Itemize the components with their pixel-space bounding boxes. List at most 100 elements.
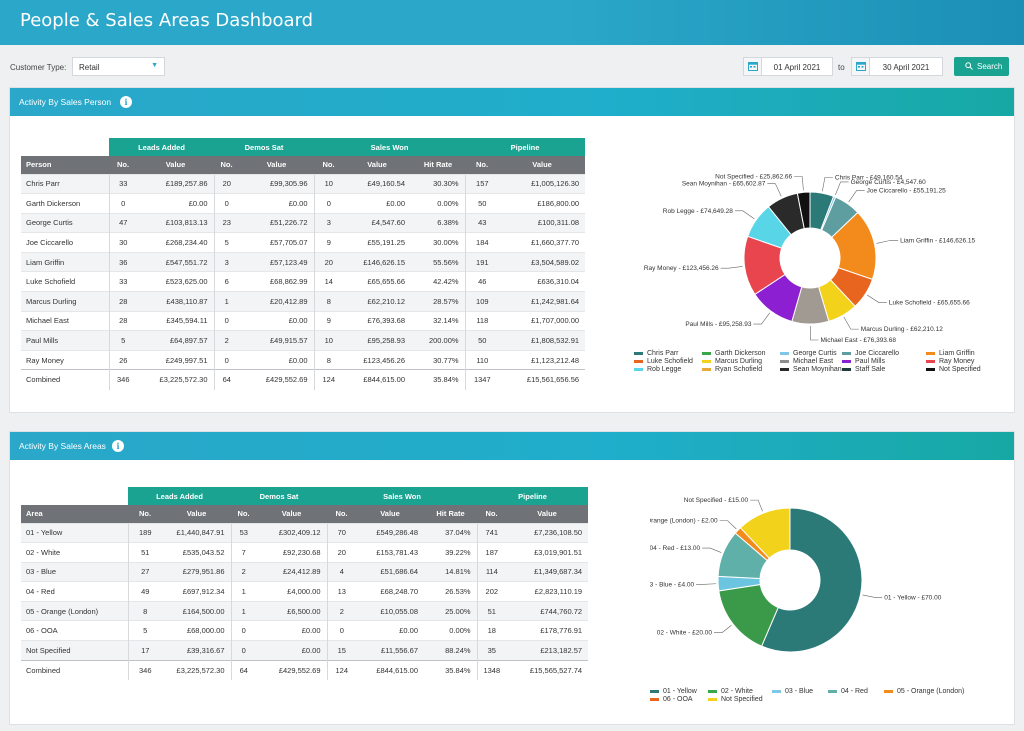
column-header[interactable]: Value: [239, 156, 315, 174]
legend-swatch: [884, 690, 893, 693]
column-header[interactable]: Value: [137, 156, 215, 174]
legend-item[interactable]: 06 - OOA: [650, 696, 708, 703]
table-row[interactable]: 02 - White 51 £535,043.52 7 £92,230.68 20 £153…: [21, 542, 589, 563]
column-header[interactable]: Value: [506, 505, 589, 523]
legend-item[interactable]: Garth Dickerson: [702, 350, 780, 357]
legend-item[interactable]: 05 - Orange (London): [884, 688, 964, 695]
table-cell: £4,547.60: [343, 212, 412, 233]
column-header[interactable]: Value: [343, 156, 412, 174]
table-row[interactable]: Michael East 28 £345,594.11 0 £0.00 9 £76,393.…: [21, 310, 586, 331]
legend-swatch: [780, 368, 789, 371]
group-sales-won: Sales Won: [314, 138, 466, 156]
table-cell: 7: [230, 542, 257, 563]
column-header[interactable]: Value: [162, 505, 232, 523]
table-row[interactable]: 06 - OOA 5 £68,000.00 0 £0.00 0 £0.00 0.00% 18 £1…: [21, 620, 589, 641]
table-cell: 37.04%: [424, 522, 478, 543]
legend-item[interactable]: Paul Mills: [842, 358, 926, 365]
table-row[interactable]: Joe Ciccarello 30 £268,234.40 5 £57,705.07 9 £…: [21, 232, 586, 253]
table-row[interactable]: Paul Mills 5 £64,897.57 2 £49,915.57 10 £95,25…: [21, 330, 586, 351]
column-header[interactable]: No.: [327, 505, 357, 523]
table-cell: 49: [127, 581, 162, 602]
table-row[interactable]: Luke Schofield 33 £523,625.00 6 £68,862.99 14…: [21, 271, 586, 292]
column-header[interactable]: No.: [314, 156, 344, 174]
date-from-field[interactable]: 01 April 2021: [743, 57, 833, 76]
legend-item[interactable]: Liam Griffin: [926, 350, 986, 357]
table-row[interactable]: 01 - Yellow 189 £1,440,847.91 53 £302,409.12…: [21, 522, 589, 543]
legend-label: Not Specified: [939, 366, 981, 373]
column-header[interactable]: Person: [21, 156, 109, 174]
info-icon[interactable]: i: [120, 96, 132, 108]
legend-item[interactable]: 01 - Yellow: [650, 688, 708, 695]
table-cell: £2,823,110.19: [506, 581, 589, 602]
table-row[interactable]: Liam Griffin 36 £547,551.72 3 £57,123.49 20 £1…: [21, 251, 586, 272]
table-cell: £0.00: [256, 620, 328, 641]
column-header[interactable]: No.: [477, 505, 507, 523]
legend-item[interactable]: 04 - Red: [828, 688, 884, 695]
calendar-icon[interactable]: [744, 58, 762, 75]
table-row[interactable]: Marcus Durling 28 £438,110.87 1 £20,412.89 8 £…: [21, 291, 586, 312]
table-row[interactable]: 04 - Red 49 £697,912.34 1 £4,000.00 13 £68,248…: [21, 581, 589, 602]
search-button[interactable]: Search: [954, 57, 1009, 76]
column-header[interactable]: Area: [21, 505, 128, 523]
legend-item[interactable]: Not Specified: [926, 366, 986, 373]
column-header[interactable]: Hit Rate: [411, 156, 466, 174]
table-row[interactable]: George Curtis 47 £103,813.13 23 £51,226.72 3 £…: [21, 212, 586, 233]
table-cell: 39.22%: [424, 542, 478, 563]
table-row[interactable]: Ray Money 26 £249,997.51 0 £0.00 8 £123,456.26…: [21, 349, 586, 370]
donut-slice[interactable]: [760, 507, 863, 653]
legend-swatch: [780, 360, 789, 363]
table-row[interactable]: 03 - Blue 27 £279,951.86 2 £24,412.89 4 £51,68…: [21, 561, 589, 582]
slice-label: Michael East - £76,393.68: [820, 337, 896, 344]
column-header[interactable]: Value: [356, 505, 425, 523]
table-cell: 23: [213, 212, 240, 233]
column-header[interactable]: Value: [499, 156, 586, 174]
legend-swatch: [926, 368, 935, 371]
column-header[interactable]: No.: [231, 505, 257, 523]
table-cell: 20: [313, 251, 344, 272]
label-leader-line: [696, 583, 717, 585]
table-row[interactable]: Not Specified 17 £39,316.67 0 £0.00 15 £11,556…: [21, 640, 589, 661]
legend-item[interactable]: Marcus Durling: [702, 358, 780, 365]
total-row: Combined 346 £3,225,572.30 64 £429,552.69 124…: [21, 369, 586, 390]
legend-item[interactable]: Chris Parr: [634, 350, 702, 357]
table-cell: 3: [213, 251, 240, 272]
legend-item[interactable]: Michael East: [780, 358, 842, 365]
column-header[interactable]: No.: [128, 505, 162, 523]
legend-item[interactable]: Joe Ciccarello: [842, 350, 926, 357]
customer-type-select[interactable]: Retail ▼: [72, 57, 165, 76]
legend-item[interactable]: 02 - White: [708, 688, 772, 695]
legend-item[interactable]: Rob Legge: [634, 366, 702, 373]
legend-item[interactable]: Sean Moynihan: [780, 366, 842, 373]
table-cell: 1: [213, 291, 240, 312]
column-header[interactable]: No.: [109, 156, 137, 174]
legend-item[interactable]: Ray Money: [926, 358, 986, 365]
legend-item[interactable]: Not Specified: [708, 696, 772, 703]
legend-item[interactable]: Luke Schofield: [634, 358, 702, 365]
legend-item[interactable]: 03 - Blue: [772, 688, 828, 695]
column-header[interactable]: Value: [256, 505, 328, 523]
label-leader-line: [848, 190, 865, 203]
row-label: Not Specified: [21, 640, 128, 661]
legend-item[interactable]: Staff Sale: [842, 366, 926, 373]
table-cell: £0.00: [343, 193, 412, 214]
info-icon[interactable]: i: [112, 440, 124, 452]
calendar-icon[interactable]: [852, 58, 870, 75]
donut-slice[interactable]: [796, 191, 811, 230]
column-header[interactable]: Hit Rate: [424, 505, 478, 523]
table-cell: £0.00: [239, 310, 315, 331]
column-header[interactable]: No.: [465, 156, 500, 174]
table-cell: £0.00: [356, 620, 425, 641]
table-row[interactable]: Chris Parr 33 £189,257.86 20 £99,305.96 10 £49…: [21, 173, 586, 194]
donut-slice[interactable]: [739, 507, 791, 559]
table-cell: £68,248.70: [356, 581, 425, 602]
slice-label: Ray Money - £123,456.26: [644, 265, 719, 272]
column-header[interactable]: No.: [214, 156, 240, 174]
label-leader-line: [750, 499, 763, 512]
legend-label: 01 - Yellow: [663, 688, 697, 695]
legend-item[interactable]: Ryan Schofield: [702, 366, 780, 373]
table-row[interactable]: Garth Dickerson 0 £0.00 0 £0.00 0 £0.00 0.00% 50…: [21, 193, 586, 214]
date-to-field[interactable]: 30 April 2021: [851, 57, 943, 76]
legend-item[interactable]: George Curtis: [780, 350, 842, 357]
table-row[interactable]: 05 - Orange (London) 8 £164,500.00 1 £6,500.…: [21, 600, 589, 621]
legend-swatch: [634, 360, 643, 363]
